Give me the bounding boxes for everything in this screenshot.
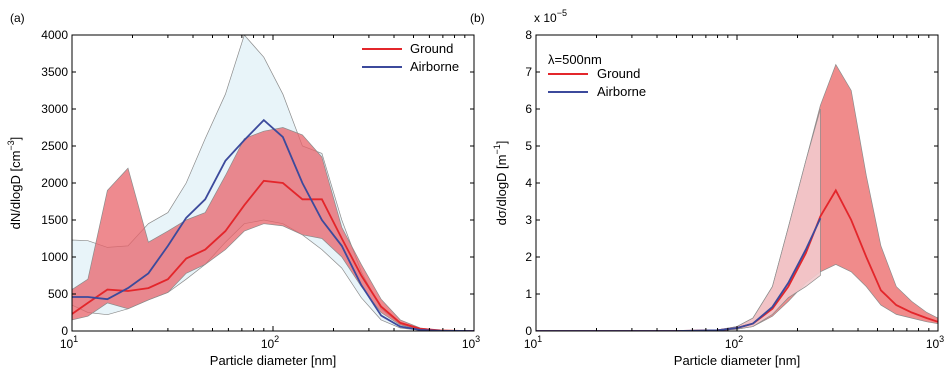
y-tick-label: 7 [525, 65, 532, 79]
y-tick-label: 2500 [41, 139, 68, 153]
y-axis-label: dN/dlogD [cm−3] [6, 137, 23, 230]
band-ground [72, 127, 474, 331]
y-tick-label: 3500 [41, 65, 68, 79]
y-tick-label: 0 [525, 324, 532, 338]
y-tick-label: 0 [61, 324, 68, 338]
y-tick-label: 4000 [41, 28, 68, 42]
y-tick-label: 3 [525, 213, 532, 227]
x-tick-label: 103 [462, 334, 480, 351]
y-scale-note: x 10−5 [534, 8, 567, 25]
legend-label-ground: Ground [410, 41, 453, 56]
legend-label-ground: Ground [597, 66, 640, 81]
legend-label-airborne: Airborne [597, 84, 646, 99]
series-line-ground [72, 179, 474, 331]
band-airborne [536, 108, 821, 331]
y-tick-label: 5 [525, 139, 532, 153]
y-tick-label: 1000 [41, 250, 68, 264]
legend: Ground Airborne [362, 41, 459, 74]
y-tick-label: 4 [525, 176, 532, 190]
x-tick-label: 102 [261, 334, 279, 351]
panel-label: (b) [470, 11, 485, 25]
y-tick-label: 500 [48, 287, 68, 301]
annotation-wavelength: λ=500nm [548, 52, 602, 67]
x-tick-label: 102 [725, 334, 743, 351]
plot-area [536, 63, 938, 331]
series-line-airborne [72, 118, 474, 331]
y-axis-label: dσ/dlogD [m−1] [492, 141, 509, 226]
y-tick-label: 3000 [41, 102, 68, 116]
x-tick-label: 101 [524, 334, 542, 351]
y-tick-label: 6 [525, 102, 532, 116]
plot-area [72, 35, 474, 331]
x-tick-label: 103 [926, 334, 944, 351]
x-tick-label: 101 [60, 334, 78, 351]
panel-a: 0 500 1000 1500 2000 2500 3000 3500 4000 101 102 10… [6, 11, 480, 368]
y-tick-label: 1500 [41, 213, 68, 227]
y-tick-label: 1 [525, 287, 532, 301]
band-ground [536, 63, 938, 331]
panel-label: (a) [10, 11, 25, 25]
y-tick-label: 2 [525, 250, 532, 264]
y-tick-label: 2000 [41, 176, 68, 190]
x-axis-label: Particle diameter [nm] [210, 353, 336, 368]
panel-b: 0 1 2 3 4 5 6 7 8 101 102 103 Particle diameter [nm]… [470, 8, 944, 368]
y-tick-label: 8 [525, 28, 532, 42]
x-axis-label: Particle diameter [nm] [674, 353, 800, 368]
legend-label-airborne: Airborne [410, 59, 459, 74]
